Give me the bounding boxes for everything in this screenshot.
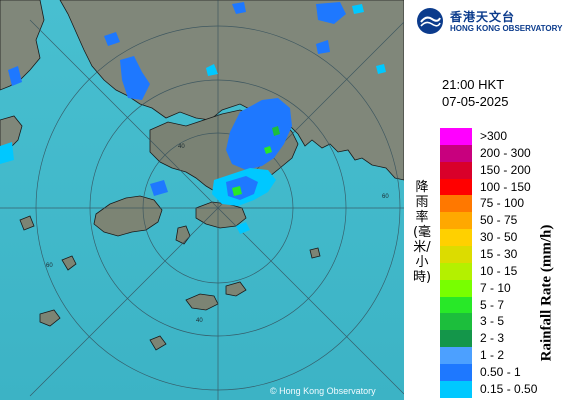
legend-title-en: Rainfall Rate (mm/h): [538, 224, 555, 362]
legend-swatch: [440, 229, 472, 247]
range-label: 60: [46, 263, 53, 269]
rain-echo: [272, 126, 280, 136]
copyright-text: © Hong Kong Observatory: [270, 386, 376, 396]
legend-title-en-wrapper: Rainfall Rate (mm/h): [536, 188, 558, 398]
hk-island: [195, 201, 247, 229]
outer-island-3: [39, 309, 61, 327]
hko-logo-icon: [417, 8, 443, 34]
legend-label: 0.15 - 0.50: [480, 381, 538, 396]
radial-line: [29, 19, 219, 209]
legend-swatch: [440, 212, 472, 230]
outer-island-5: [149, 335, 167, 351]
legend-label: 50 - 75: [480, 213, 518, 228]
radial-line: [217, 207, 404, 395]
legend-panel: 香港天文台 HONG KONG OBSERVATORY 21:00 HKT 07…: [404, 0, 577, 400]
legend-label: 75 - 100: [480, 196, 525, 211]
timestamp: 21:00 HKT 07-05-2025: [442, 76, 509, 110]
legend-label: 10 - 15: [480, 263, 518, 278]
radar-map-canvas: 40 60 60 40 © Hong Kong Observatory: [0, 0, 404, 400]
legend-label: 0.50 - 1: [480, 365, 521, 380]
rain-echo: [264, 146, 272, 154]
observatory-logo: 香港天文台 HONG KONG OBSERVATORY: [416, 6, 576, 36]
rain-echo: [236, 222, 250, 234]
legend-label: 200 - 300: [480, 145, 531, 160]
range-rings: [0, 0, 404, 400]
rain-echo: [316, 2, 346, 24]
legend-label: 15 - 30: [480, 247, 518, 262]
rain-echo: [376, 64, 386, 74]
legend-label: 150 - 200: [480, 162, 531, 177]
rain-echo: [8, 66, 22, 86]
rain-echo: [226, 98, 292, 170]
observation-date: 07-05-2025: [442, 94, 509, 109]
legend-swatch: [440, 144, 472, 162]
rain-echo: [352, 4, 364, 14]
outer-island-4: [61, 255, 77, 271]
rain-echo: [232, 2, 246, 14]
rain-echo: [120, 56, 150, 100]
legend-label: 100 - 150: [480, 179, 531, 194]
rain-echo: [232, 186, 242, 196]
legend-label: 30 - 50: [480, 230, 518, 245]
rain-echo: [0, 142, 14, 164]
legend-swatch: [440, 128, 472, 145]
legend-swatch: [440, 279, 472, 297]
legend-label: 3 - 5: [480, 314, 505, 329]
legend-swatch: [440, 330, 472, 348]
outer-island-7: [19, 215, 35, 231]
radial-line: [29, 207, 219, 397]
legend-swatch: [440, 313, 472, 331]
legend-swatch: [440, 246, 472, 263]
org-name-zh: 香港天文台: [450, 10, 516, 24]
rain-echo: [104, 32, 120, 46]
outer-island-2: [225, 281, 247, 297]
legend-label: >300: [480, 129, 508, 143]
legend-label: 2 - 3: [480, 331, 505, 346]
org-name-en: HONG KONG OBSERVATORY: [450, 24, 563, 33]
legend-swatch: [440, 178, 472, 196]
legend-label: 1 - 2: [480, 348, 505, 363]
observation-time: 21:00 HKT: [442, 77, 505, 92]
legend-swatch: [440, 161, 472, 179]
legend-label: 7 - 10: [480, 280, 511, 295]
radar-echoes: [0, 2, 386, 234]
legend-label: 5 - 7: [480, 297, 505, 312]
legend-swatch: [440, 380, 472, 398]
rain-echo: [316, 40, 330, 54]
legend-swatch: [440, 364, 472, 381]
range-label: 60: [382, 194, 389, 200]
range-label: 40: [178, 144, 185, 150]
rain-echo: [150, 180, 168, 196]
legend-title-zh: 降雨率(毫米/小時): [412, 180, 432, 285]
outer-island-6: [309, 247, 321, 259]
legend-swatch: [440, 347, 472, 365]
legend-swatch: [440, 296, 472, 314]
west-land: [0, 0, 45, 91]
west-land-south: [0, 115, 23, 153]
legend-swatch: [440, 262, 472, 280]
rain-echo: [206, 64, 218, 76]
radar-map: 40 60 60 40 © Hong Kong Observatory: [0, 0, 404, 400]
legend-swatch: [440, 195, 472, 213]
range-label: 40: [196, 318, 203, 324]
